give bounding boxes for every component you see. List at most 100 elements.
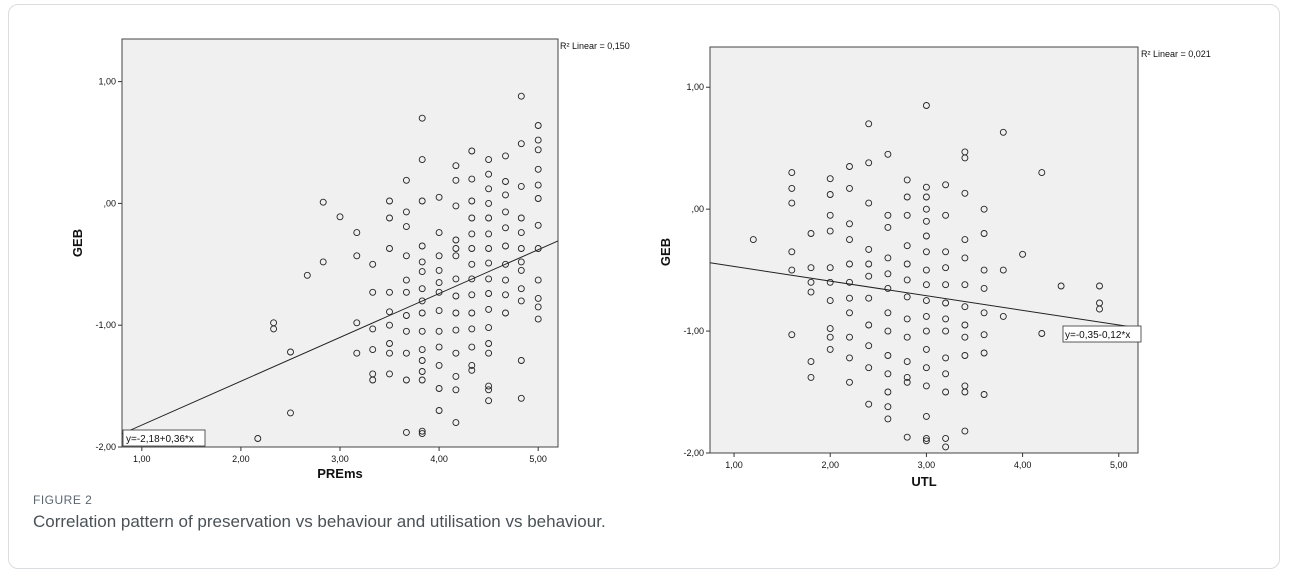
data-point xyxy=(788,248,796,256)
figure-caption: Correlation pattern of preservation vs b… xyxy=(33,512,606,531)
data-point xyxy=(1019,250,1027,258)
data-point xyxy=(369,346,377,354)
data-point xyxy=(961,154,969,162)
data-point xyxy=(402,208,410,216)
data-point xyxy=(435,385,443,392)
y-tick-label: 1,00 xyxy=(98,77,116,87)
data-point xyxy=(435,307,443,315)
data-point xyxy=(517,357,525,364)
data-point xyxy=(942,370,950,378)
data-point xyxy=(922,434,930,442)
data-point xyxy=(468,291,476,299)
data-point xyxy=(903,333,911,341)
data-point xyxy=(865,120,873,128)
data-point xyxy=(418,197,426,205)
data-point xyxy=(485,199,493,207)
data-point xyxy=(452,245,460,252)
data-point xyxy=(942,388,950,396)
data-point xyxy=(942,264,950,272)
data-point xyxy=(452,386,460,394)
data-point xyxy=(402,428,410,436)
data-point xyxy=(942,315,950,323)
data-point xyxy=(922,297,930,305)
data-point xyxy=(884,309,892,317)
data-point xyxy=(386,321,393,329)
data-point xyxy=(922,266,930,274)
data-point xyxy=(826,278,834,286)
data-point xyxy=(435,407,443,414)
data-point xyxy=(402,252,410,260)
data-point xyxy=(418,114,426,122)
data-point xyxy=(534,303,542,311)
data-point xyxy=(517,229,525,237)
data-point xyxy=(287,348,294,356)
data-point xyxy=(846,294,853,302)
data-point xyxy=(418,297,426,305)
data-point xyxy=(386,340,393,347)
y-tick-label: 1,00 xyxy=(686,82,704,92)
x-tick-label: 4,00 xyxy=(1014,460,1032,470)
data-point xyxy=(402,176,410,184)
data-point xyxy=(452,176,460,184)
data-point xyxy=(386,214,393,222)
x-tick-label: 4,00 xyxy=(430,454,448,464)
data-point xyxy=(502,242,509,250)
data-point xyxy=(254,435,262,442)
data-point xyxy=(485,305,493,313)
data-point xyxy=(884,270,892,278)
data-point xyxy=(303,271,311,279)
data-point xyxy=(435,361,443,369)
data-point xyxy=(807,373,815,381)
data-point xyxy=(502,260,509,268)
data-point xyxy=(826,297,834,305)
data-point xyxy=(534,146,542,154)
data-point xyxy=(942,248,950,256)
fit-label: y=-0,35-0,12*x xyxy=(1065,330,1130,341)
data-point xyxy=(468,361,476,369)
data-point xyxy=(788,184,796,192)
data-point xyxy=(922,102,930,109)
data-point xyxy=(807,278,815,286)
data-point xyxy=(749,236,757,244)
data-point xyxy=(353,319,361,327)
data-point xyxy=(517,214,525,222)
data-point xyxy=(435,279,443,287)
chart-utilisation: 1,00 2,00 3,00 4,00 5,00 -2,00 -1,00 ,00 1,00 y=… xyxy=(658,46,1211,489)
y-tick-label: -1,00 xyxy=(683,326,704,336)
data-point xyxy=(922,248,930,256)
data-point xyxy=(386,349,393,357)
data-point xyxy=(903,373,911,381)
data-point xyxy=(884,352,892,359)
data-point xyxy=(846,184,853,192)
data-point xyxy=(884,327,892,335)
data-point xyxy=(942,327,950,335)
data-point xyxy=(452,309,460,317)
data-point xyxy=(435,343,443,351)
data-point xyxy=(502,276,509,284)
data-point xyxy=(961,333,969,341)
data-point xyxy=(534,294,542,302)
data-point xyxy=(826,175,834,183)
chart-preservation: 1,00 2,00 3,00 4,00 5,00 -2,00 -1,00 ,00 1,00 y=… xyxy=(70,38,630,481)
axis-ticks: 1,00 2,00 3,00 4,00 5,00 -2,00 -1,00 ,00 1,00 xyxy=(683,82,1127,470)
data-point xyxy=(922,327,930,335)
data-point xyxy=(884,388,892,396)
data-point xyxy=(534,195,542,202)
data-point xyxy=(468,366,476,374)
data-point xyxy=(468,325,476,333)
data-point xyxy=(435,252,443,260)
data-point xyxy=(846,333,853,341)
fit-label-box: y=-2,18+0,36*x xyxy=(122,429,206,447)
data-point xyxy=(468,197,476,205)
data-point xyxy=(884,254,892,262)
data-point xyxy=(435,327,443,335)
data-point xyxy=(807,358,815,366)
data-point xyxy=(485,324,493,332)
r2-label: R² Linear = 0,150 xyxy=(560,41,630,51)
data-point xyxy=(826,325,834,333)
data-point xyxy=(386,288,393,296)
data-point xyxy=(826,227,834,235)
data-point xyxy=(846,260,853,268)
data-point xyxy=(452,275,460,283)
data-point xyxy=(517,266,525,274)
